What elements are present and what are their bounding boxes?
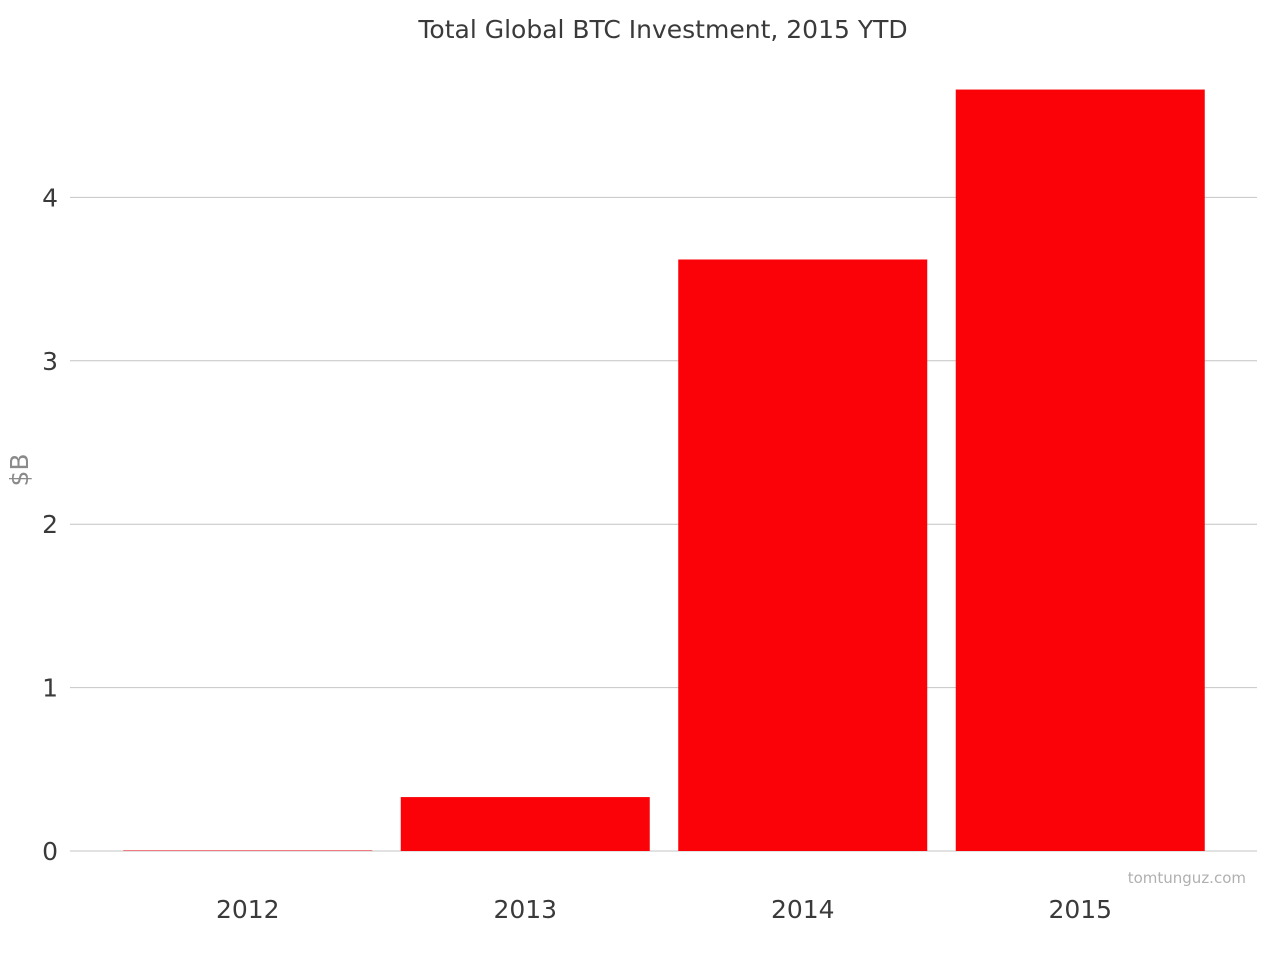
y-tick-label: 4 [42,183,58,212]
x-tick-label-2014: 2014 [771,895,835,924]
x-tick-label-2015: 2015 [1048,895,1112,924]
watermark-text: tomtunguz.com [1128,869,1246,887]
x-tick-label-2012: 2012 [216,895,280,924]
bar-2013 [400,797,650,851]
y-axis-label: $B [5,453,34,486]
bar-2012 [123,850,373,851]
y-tick-label: 1 [42,674,58,703]
chart-title: Total Global BTC Investment, 2015 YTD [417,15,907,44]
bar-2015 [955,89,1205,851]
y-tick-label: 2 [42,510,58,539]
y-axis-ticks: 0 1 2 3 4 [42,183,58,866]
bars [123,89,1205,851]
y-tick-label: 0 [42,837,58,866]
x-tick-label-2013: 2013 [493,895,557,924]
bar-2014 [678,259,928,851]
y-tick-label: 3 [42,347,58,376]
x-axis-ticks: 2012 2013 2014 2015 [216,895,1112,924]
